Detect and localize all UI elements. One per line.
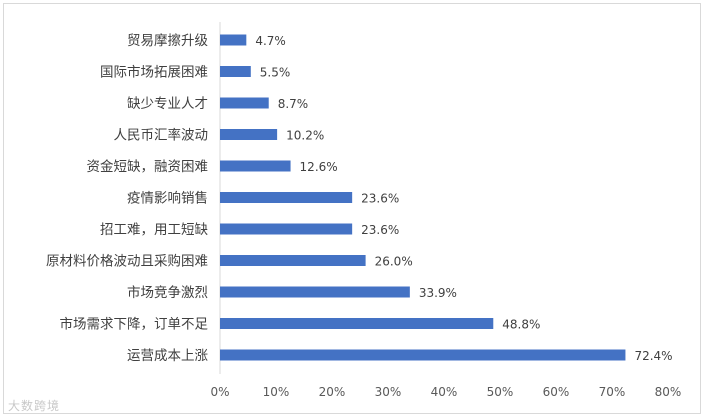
bar [220,97,269,109]
category-label: 市场需求下降，订单不足 [60,316,209,333]
x-tick-label: 40% [431,385,458,399]
category-label: 缺少专业人才 [127,96,208,112]
category-label: 运营成本上涨 [127,348,208,364]
value-label: 8.7% [278,97,309,111]
category-label: 国际市场拓展困难 [100,64,208,81]
category-label: 招工难，用工短缺 [100,222,208,238]
bar [220,129,278,140]
bar [220,349,626,361]
bar [220,66,251,77]
x-tick-label: 60% [543,385,570,399]
value-label: 72.4% [634,349,672,363]
x-tick-label: 30% [375,385,402,399]
x-tick-label: 0% [210,385,229,399]
value-label: 4.7% [255,34,286,48]
category-label: 市场竞争激烈 [127,284,208,301]
bar [220,223,353,235]
value-label: 5.5% [260,66,291,80]
category-label: 资金短缺，融资困难 [87,159,209,175]
bar [220,318,494,329]
value-label: 12.6% [300,160,338,174]
bar [220,255,366,266]
chart-frame [3,3,701,414]
category-label: 贸易摩擦升级 [127,32,208,49]
x-tick-label: 70% [599,385,626,399]
x-tick-label: 80% [655,385,682,399]
value-label: 26.0% [375,255,413,269]
value-label: 33.9% [419,286,457,300]
bar [220,286,410,298]
x-tick-label: 20% [319,385,346,399]
x-tick-label: 10% [263,385,290,399]
value-label: 23.6% [361,192,399,206]
category-label: 人民币汇率波动 [114,127,209,144]
value-label: 48.8% [502,318,540,332]
value-label: 23.6% [361,223,399,237]
category-label: 疫情影响销售 [127,191,208,207]
bar [220,192,353,203]
watermark: 大数跨境 [8,399,61,413]
x-tick-label: 50% [487,385,514,399]
category-label: 原材料价格波动且采购困难 [46,254,208,270]
bar [220,34,247,46]
value-label: 10.2% [286,129,324,143]
bar [220,160,291,172]
